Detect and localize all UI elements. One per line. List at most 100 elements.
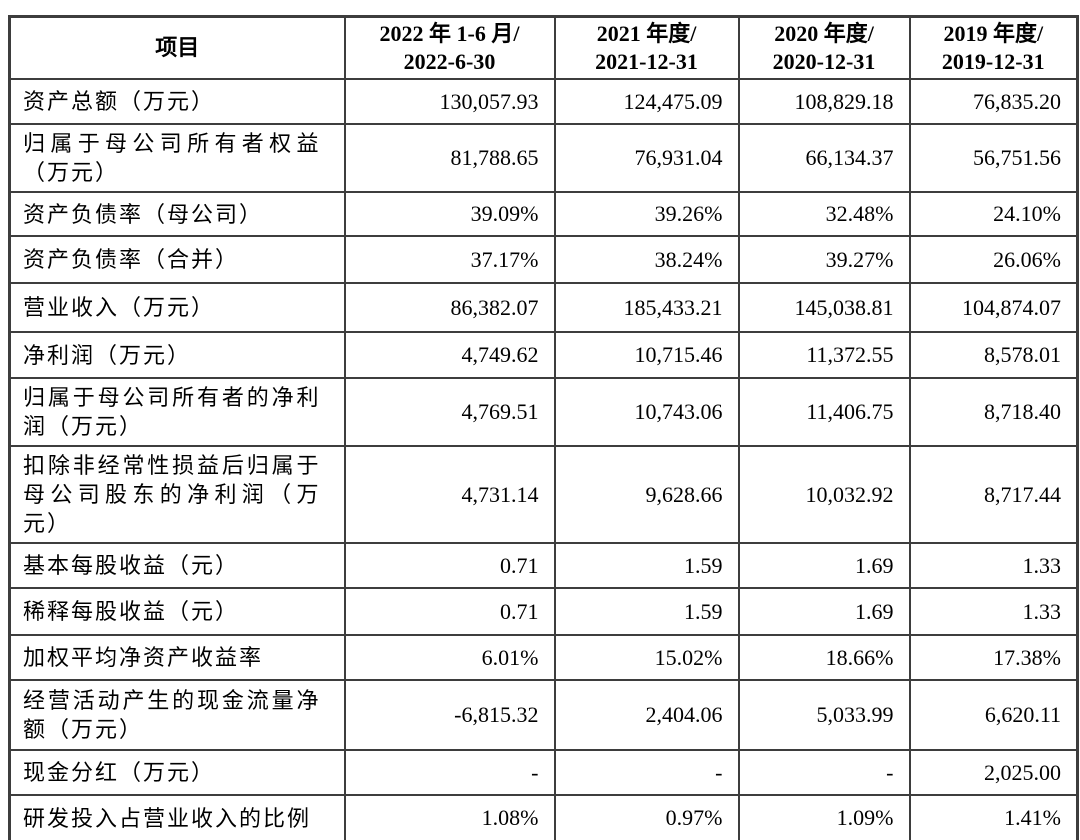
row-value: 1.59: [553, 587, 740, 636]
table-row: 扣除非经常性损益后归属于母公司股东的净利润（万元） 4,731.14 9,628…: [8, 445, 1079, 544]
row-value: 8,718.40: [908, 377, 1079, 447]
period-line1: 2019 年度/: [943, 21, 1044, 46]
row-value: 10,715.46: [553, 331, 740, 379]
row-value: 39.27%: [737, 235, 911, 284]
row-value: 37.17%: [343, 235, 556, 284]
row-value: 1.41%: [908, 794, 1079, 840]
row-item-label: 净利润（万元）: [8, 331, 346, 379]
row-value: 39.09%: [343, 191, 556, 237]
row-value: 8,717.44: [908, 445, 1079, 544]
column-header-period-2022: 2022 年 1-6 月/2022-6-30: [343, 15, 556, 80]
row-value: 15.02%: [553, 634, 740, 681]
row-value: 104,874.07: [908, 282, 1079, 333]
row-item-label: 营业收入（万元）: [8, 282, 346, 333]
row-value: 76,931.04: [553, 123, 740, 193]
row-value: 18.66%: [737, 634, 911, 681]
row-value: 4,731.14: [343, 445, 556, 544]
period-line2: 2021-12-31: [595, 49, 698, 74]
column-header-period-2021: 2021 年度/2021-12-31: [553, 15, 740, 80]
row-value: -: [553, 749, 740, 796]
financial-summary-table: 项目 2022 年 1-6 月/2022-6-30 2021 年度/2021-1…: [8, 15, 1079, 840]
column-header-period-2019: 2019 年度/2019-12-31: [908, 15, 1079, 80]
row-item-label: 归属于母公司所有者的净利润（万元）: [8, 377, 346, 447]
row-value: 11,372.55: [737, 331, 911, 379]
row-value: 4,749.62: [343, 331, 556, 379]
row-item-label: 现金分红（万元）: [8, 749, 346, 796]
row-value: 145,038.81: [737, 282, 911, 333]
row-value: 32.48%: [737, 191, 911, 237]
table-row: 归属于母公司所有者的净利润（万元） 4,769.51 10,743.06 11,…: [8, 377, 1079, 447]
table-row: 资产负债率（合并） 37.17% 38.24% 39.27% 26.06%: [8, 235, 1079, 284]
row-value: 0.97%: [553, 794, 740, 840]
row-value: 4,769.51: [343, 377, 556, 447]
table-row: 加权平均净资产收益率 6.01% 15.02% 18.66% 17.38%: [8, 634, 1079, 681]
row-value: 66,134.37: [737, 123, 911, 193]
row-value: 0.71: [343, 542, 556, 589]
header-row: 项目 2022 年 1-6 月/2022-6-30 2021 年度/2021-1…: [8, 15, 1079, 80]
row-item-label: 加权平均净资产收益率: [8, 634, 346, 681]
row-value: 39.26%: [553, 191, 740, 237]
row-value: 17.38%: [908, 634, 1079, 681]
row-value: 10,743.06: [553, 377, 740, 447]
table-row: 研发投入占营业收入的比例 1.08% 0.97% 1.09% 1.41%: [8, 794, 1079, 840]
row-value: 86,382.07: [343, 282, 556, 333]
row-value: 1.08%: [343, 794, 556, 840]
row-value: 38.24%: [553, 235, 740, 284]
row-value: 8,578.01: [908, 331, 1079, 379]
period-line1: 2020 年度/: [774, 21, 874, 46]
row-item-label: 归属于母公司所有者权益（万元）: [8, 123, 346, 193]
row-value: 76,835.20: [908, 78, 1079, 125]
row-item-label: 经营活动产生的现金流量净额（万元）: [8, 679, 346, 751]
table-row: 稀释每股收益（元） 0.71 1.59 1.69 1.33: [8, 587, 1079, 636]
row-value: 1.69: [737, 587, 911, 636]
table-row: 基本每股收益（元） 0.71 1.59 1.69 1.33: [8, 542, 1079, 589]
column-header-period-2020: 2020 年度/2020-12-31: [737, 15, 911, 80]
row-value: -6,815.32: [343, 679, 556, 751]
row-value: 2,025.00: [908, 749, 1079, 796]
period-line1: 2021 年度/: [596, 21, 697, 46]
row-value: 6.01%: [343, 634, 556, 681]
row-value: 6,620.11: [908, 679, 1079, 751]
table-row: 净利润（万元） 4,749.62 10,715.46 11,372.55 8,5…: [8, 331, 1079, 379]
period-line2: 2022-6-30: [403, 49, 496, 74]
row-value: 1.33: [908, 542, 1079, 589]
period-line2: 2020-12-31: [772, 49, 876, 74]
row-value: 56,751.56: [908, 123, 1079, 193]
period-line2: 2019-12-31: [941, 49, 1045, 74]
row-item-label: 资产负债率（母公司）: [8, 191, 346, 237]
row-value: 1.69: [737, 542, 911, 589]
row-value: 0.71: [343, 587, 556, 636]
table-row: 经营活动产生的现金流量净额（万元） -6,815.32 2,404.06 5,0…: [8, 679, 1079, 751]
table-row: 归属于母公司所有者权益（万元） 81,788.65 76,931.04 66,1…: [8, 123, 1079, 193]
row-item-label: 资产总额（万元）: [8, 78, 346, 125]
row-value: 1.33: [908, 587, 1079, 636]
row-value: 5,033.99: [737, 679, 911, 751]
row-value: 9,628.66: [553, 445, 740, 544]
row-value: 130,057.93: [343, 78, 556, 125]
row-item-label: 稀释每股收益（元）: [8, 587, 346, 636]
period-line1: 2022 年 1-6 月/: [379, 21, 520, 46]
row-value: 124,475.09: [553, 78, 740, 125]
row-value: -: [737, 749, 911, 796]
row-value: 10,032.92: [737, 445, 911, 544]
row-item-label: 基本每股收益（元）: [8, 542, 346, 589]
table-row: 现金分红（万元） - - - 2,025.00: [8, 749, 1079, 796]
table-row: 资产负债率（母公司） 39.09% 39.26% 32.48% 24.10%: [8, 191, 1079, 237]
row-value: 24.10%: [908, 191, 1079, 237]
table-row: 营业收入（万元） 86,382.07 185,433.21 145,038.81…: [8, 282, 1079, 333]
row-value: 185,433.21: [553, 282, 740, 333]
row-value: 26.06%: [908, 235, 1079, 284]
row-item-label: 扣除非经常性损益后归属于母公司股东的净利润（万元）: [8, 445, 346, 544]
table-row: 资产总额（万元） 130,057.93 124,475.09 108,829.1…: [8, 78, 1079, 125]
column-header-item: 项目: [8, 15, 346, 80]
row-value: 81,788.65: [343, 123, 556, 193]
row-value: 11,406.75: [737, 377, 911, 447]
row-value: 1.59: [553, 542, 740, 589]
row-value: -: [343, 749, 556, 796]
row-item-label: 研发投入占营业收入的比例: [8, 794, 346, 840]
row-value: 1.09%: [737, 794, 911, 840]
row-item-label: 资产负债率（合并）: [8, 235, 346, 284]
row-value: 108,829.18: [737, 78, 911, 125]
row-value: 2,404.06: [553, 679, 740, 751]
